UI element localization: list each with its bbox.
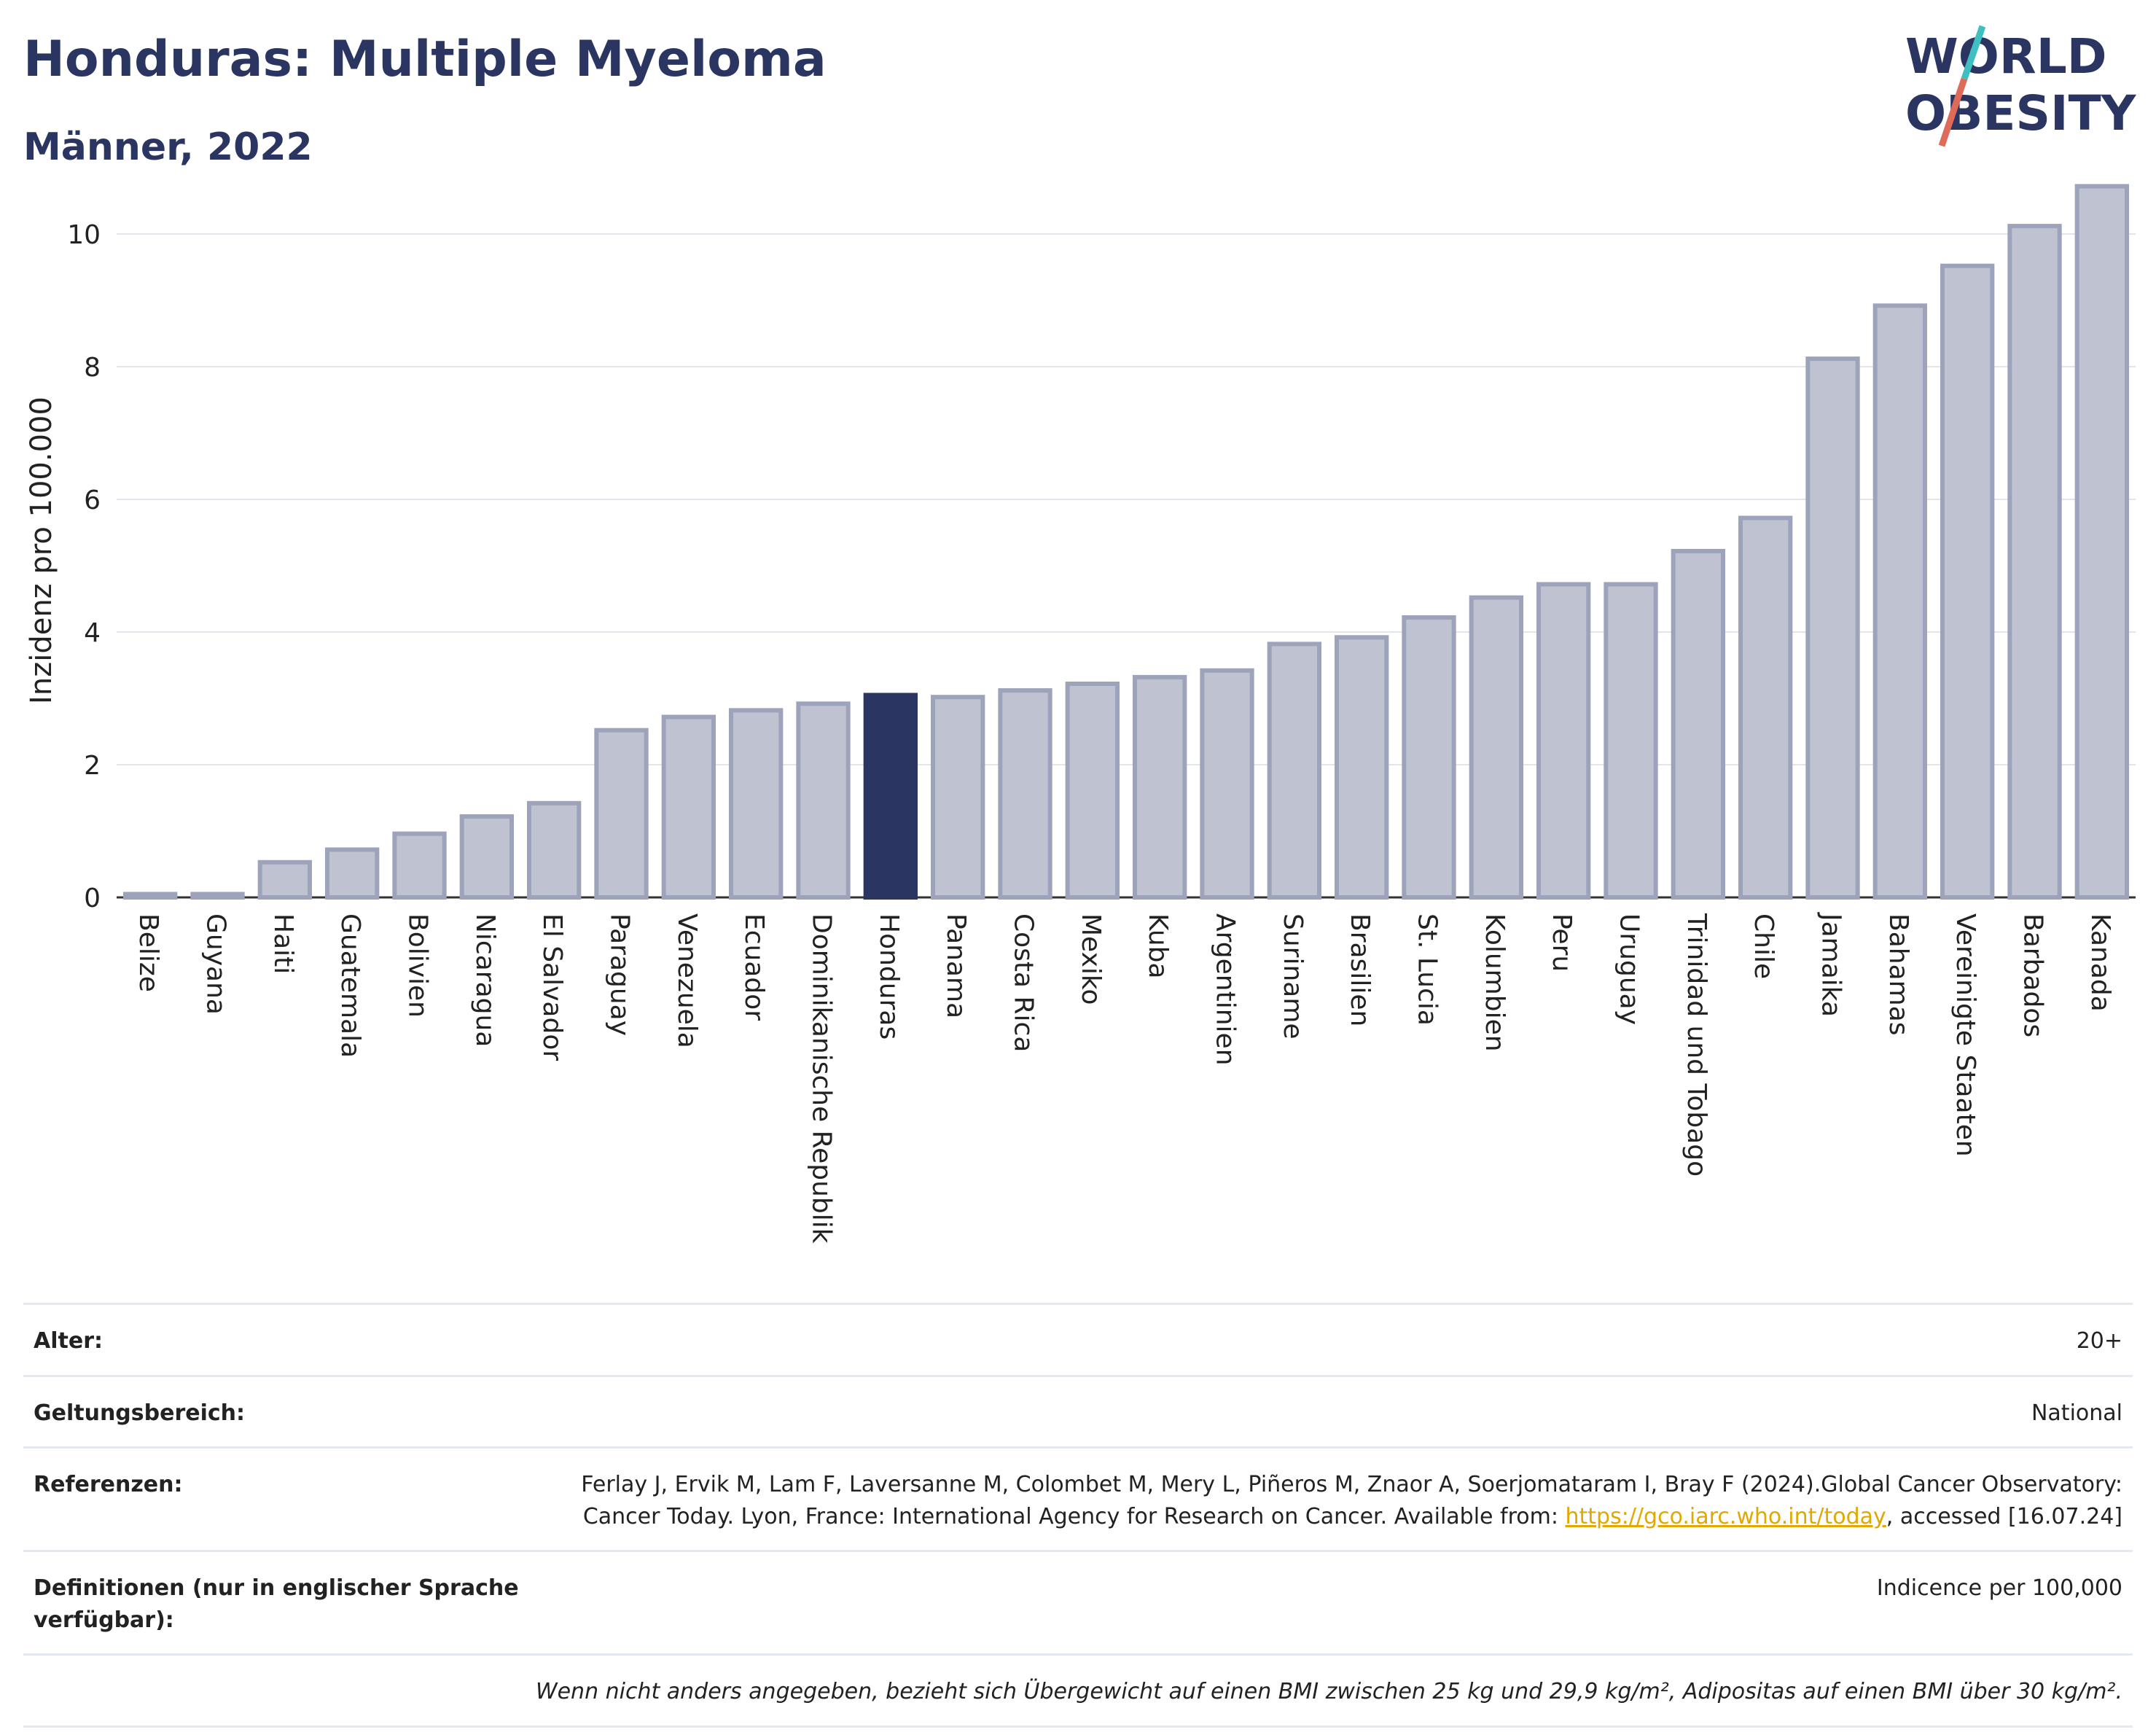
x-tick-label: Venezuela [672, 913, 702, 1048]
bar [1200, 668, 1254, 900]
info-table: Alter: 20+ Geltungsbereich: National Ref… [23, 1303, 2133, 1728]
bar [661, 714, 716, 900]
x-tick-label: Honduras [874, 913, 904, 1040]
bar [729, 708, 784, 900]
x-tick-labels: Belize Guyana Haiti Guatemala Bolivien Nicara… [133, 912, 2115, 1244]
info-row-age: Alter: 20+ [23, 1303, 2133, 1375]
references-value: Ferlay J, Ervik M, Lam F, Laversanne M, … [544, 1469, 2122, 1532]
x-tick-label: Jamaika [1816, 912, 1846, 1017]
bar [1267, 642, 1321, 900]
x-tick-label: Argentinien [1211, 913, 1241, 1066]
scope-label: Geltungsbereich: [34, 1400, 246, 1426]
x-tick-label: Costa Rica [1009, 913, 1039, 1052]
x-tick-label: Nicaragua [470, 913, 500, 1047]
x-tick-label: Panama [941, 913, 971, 1018]
x-tick-label: Dominikanische Republik [807, 913, 837, 1244]
x-tick-label: Belize [133, 913, 163, 992]
x-tick-label: Vereinigte Staaten [1950, 913, 1980, 1157]
x-tick-label: Barbados [2018, 913, 2048, 1037]
x-tick-label: Bahamas [1883, 913, 1913, 1036]
bar [527, 800, 582, 900]
x-tick-label: Chile [1749, 913, 1778, 979]
references-text-end: , accessed [16.07.24] [1886, 1503, 2122, 1529]
bar [1940, 263, 1995, 900]
bar [1469, 595, 1523, 900]
bar-chart: 0 2 4 6 8 10 Belize Guyana Haiti Guatemala Bolivi… [25, 184, 2136, 1244]
info-row-definitions: Definitionen (nur in englischer Sprache … [23, 1550, 2133, 1653]
bar [998, 688, 1052, 900]
x-tick-label: Kanada [2085, 913, 2115, 1012]
bar [1671, 548, 1725, 900]
page-title: Honduras: Multiple Myeloma [23, 31, 827, 88]
x-tick-label: Mexiko [1076, 913, 1106, 1005]
logo-text-world: WORLD [1905, 28, 2107, 85]
x-tick-label: Paraguay [605, 913, 635, 1036]
x-tick-label: Uruguay [1614, 913, 1644, 1025]
bar [1402, 615, 1456, 900]
bar [1738, 515, 1793, 900]
y-tick-label: 2 [84, 751, 101, 781]
references-link[interactable]: https://gco.iarc.who.int/today [1565, 1503, 1886, 1529]
x-tick-label: Trinidad und Tobago [1682, 913, 1711, 1177]
x-tick-label: Kuba [1143, 913, 1173, 979]
bar [2074, 184, 2129, 900]
bar [2007, 224, 2062, 900]
bar [796, 701, 851, 900]
age-label: Alter: [34, 1328, 103, 1354]
bar [1604, 582, 1658, 900]
bar-highlighted [863, 693, 918, 900]
y-tick-label: 8 [84, 353, 101, 383]
bar [392, 831, 447, 900]
page-subtitle: Männer, 2022 [23, 125, 313, 169]
x-tick-label: Brasilien [1345, 913, 1375, 1026]
scope-value: National [2031, 1400, 2122, 1426]
bar [459, 814, 514, 900]
y-tick-label: 6 [84, 486, 101, 515]
y-axis-label: Inzidenz pro 100.000 [25, 397, 58, 704]
references-text: Ferlay J, Ervik M, Lam F, Laversanne M, … [581, 1472, 2122, 1529]
grid-lines [117, 233, 2136, 899]
x-tick-label: St. Lucia [1413, 913, 1442, 1026]
bar [190, 892, 245, 900]
world-obesity-logo: WORLD OBESITY [1905, 25, 2137, 147]
y-tick-label: 10 [67, 220, 101, 250]
bar [594, 728, 649, 900]
bmi-note: Wenn nicht anders angegeben, bezieht sic… [535, 1679, 2122, 1704]
definitions-label: Definitionen (nur in englischer Sprache … [34, 1575, 519, 1633]
x-tick-label: Haiti [268, 913, 298, 974]
x-tick-label: Bolivien [403, 913, 433, 1018]
x-tick-label: Kolumbien [1480, 913, 1509, 1052]
x-tick-label: El Salvador [537, 913, 567, 1061]
x-tick-label: Guatemala [335, 913, 365, 1058]
bar [1065, 681, 1120, 900]
bar [325, 847, 380, 900]
bar [1536, 582, 1591, 900]
bars [123, 184, 2129, 900]
info-row-scope: Geltungsbereich: National [23, 1374, 2133, 1447]
bar [1805, 356, 1860, 900]
info-row-references: Referenzen: Ferlay J, Ervik M, Lam F, La… [23, 1446, 2133, 1550]
y-tick-label: 4 [84, 618, 101, 648]
bar [1335, 635, 1389, 900]
logo-stroke-teal [1961, 25, 1986, 80]
x-tick-label: Guyana [201, 913, 231, 1015]
y-tick-label: 0 [84, 884, 101, 913]
bar [1133, 674, 1187, 900]
x-tick-label: Peru [1547, 913, 1577, 972]
definitions-value: Indicence per 100,000 [1876, 1575, 2122, 1601]
x-tick-label: Suriname [1278, 913, 1308, 1040]
info-row-note: Wenn nicht anders angegeben, bezieht sic… [23, 1653, 2133, 1728]
references-label: Referenzen: [34, 1472, 183, 1497]
y-tick-labels: 0 2 4 6 8 10 [67, 220, 101, 913]
bar [123, 892, 178, 900]
bar [931, 695, 985, 900]
x-tick-label: Ecuador [739, 913, 769, 1021]
bar [257, 859, 312, 900]
logo-stroke-red [1938, 77, 1968, 147]
bar [1872, 303, 1927, 900]
age-value: 20+ [2076, 1328, 2122, 1354]
